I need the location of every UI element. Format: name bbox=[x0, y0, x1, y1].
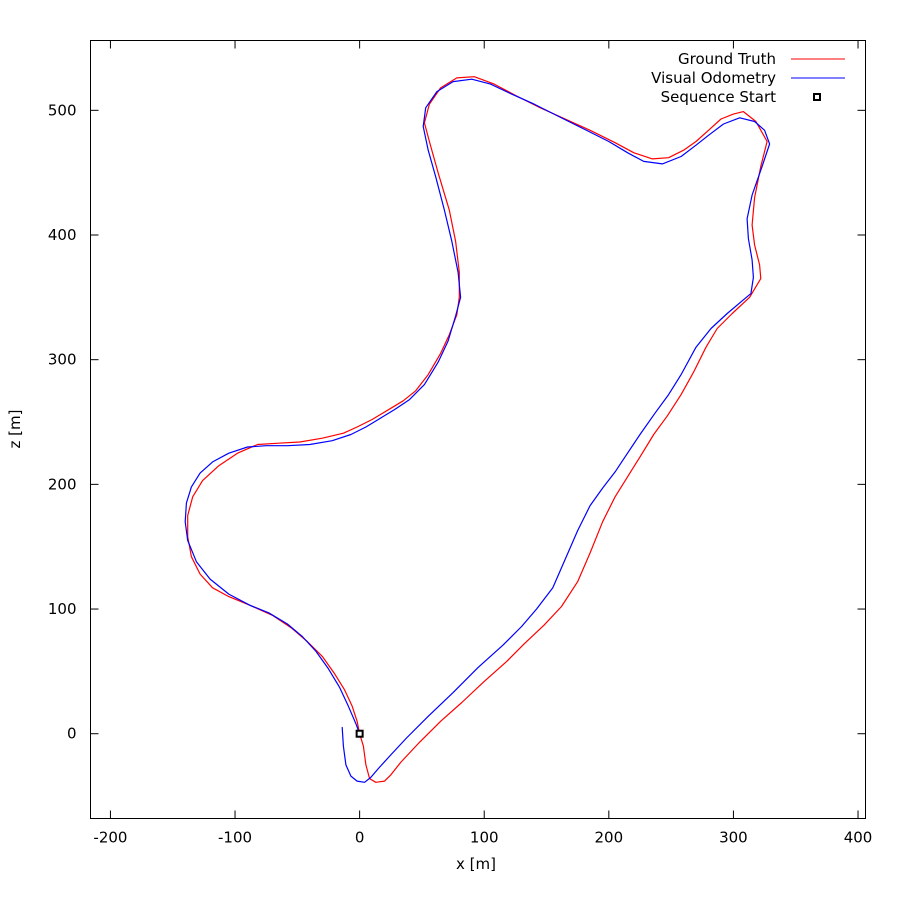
y-tick-label: 100 bbox=[48, 600, 77, 618]
y-tick-label: 400 bbox=[48, 226, 77, 244]
marker-layer bbox=[355, 729, 364, 738]
x-tick-label: 0 bbox=[355, 829, 365, 847]
y-tick-label: 0 bbox=[67, 725, 77, 743]
x-tick-label: 400 bbox=[844, 829, 873, 847]
y-tick-label: 200 bbox=[48, 475, 77, 493]
legend-label-sequence-start: Sequence Start bbox=[661, 88, 777, 106]
y-axis-label: z [m] bbox=[6, 410, 24, 449]
y-tick-label: 300 bbox=[48, 351, 77, 369]
series-line-visual-odometry bbox=[184, 78, 771, 783]
x-tick-label: 300 bbox=[719, 829, 748, 847]
y-tick-label: 500 bbox=[48, 101, 77, 119]
x-axis-label: x [m] bbox=[456, 855, 496, 873]
legend-label-ground-truth: Ground Truth bbox=[678, 50, 776, 68]
series-layer bbox=[184, 76, 771, 783]
series-line-ground-truth bbox=[187, 76, 768, 783]
plot-frame bbox=[90, 40, 866, 819]
x-tick-label: -100 bbox=[218, 829, 252, 847]
x-tick-label: -200 bbox=[93, 829, 127, 847]
x-tick-label: 200 bbox=[595, 829, 624, 847]
axis-tick-labels: -200 -100 0 100 200 300 400 0 100 200 300 400 500 bbox=[48, 101, 872, 846]
legend: Ground Truth Visual Odometry Sequence St… bbox=[651, 50, 845, 106]
legend-label-visual-odometry: Visual Odometry bbox=[651, 69, 776, 87]
x-tick-label: 100 bbox=[470, 829, 499, 847]
legend-swatch-sequence-start bbox=[813, 93, 821, 101]
sequence-start-marker bbox=[355, 729, 364, 738]
axis-ticks bbox=[90, 40, 866, 819]
